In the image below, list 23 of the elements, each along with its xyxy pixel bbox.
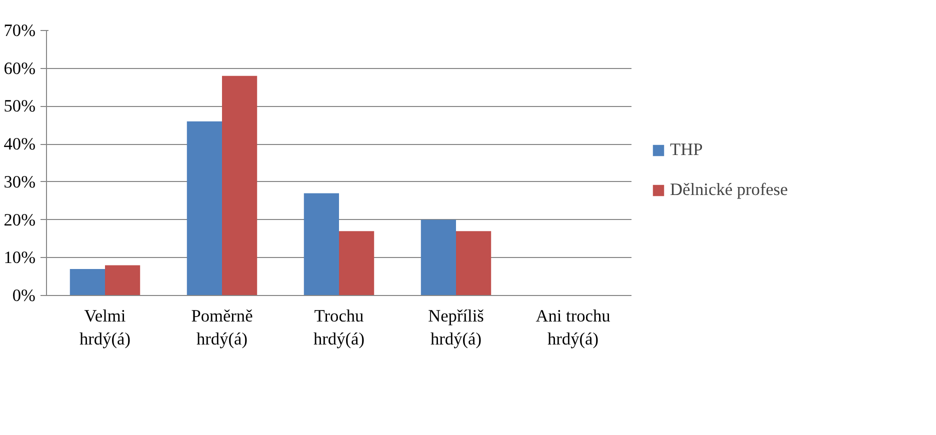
x-tick-label: Velmi hrdý(á) bbox=[80, 306, 131, 348]
y-tick-label: 30% bbox=[4, 172, 36, 192]
bar bbox=[456, 231, 492, 296]
bar bbox=[186, 121, 222, 296]
y-tick-label: 20% bbox=[4, 210, 36, 230]
y-tick-label: 60% bbox=[4, 58, 36, 78]
y-tick-label: 50% bbox=[4, 96, 36, 116]
y-tick-label: 10% bbox=[4, 248, 36, 268]
x-tick-label: Poměrně hrdý(á) bbox=[191, 306, 254, 348]
legend-label: THP bbox=[670, 140, 703, 160]
bar bbox=[420, 220, 456, 296]
bar bbox=[105, 265, 140, 296]
x-tick-label: Ani trochu hrdý(á) bbox=[536, 306, 611, 348]
y-tick-label: 40% bbox=[4, 134, 36, 154]
y-tick-label: 70% bbox=[4, 21, 36, 40]
x-tick-label: Trochu hrdý(á) bbox=[314, 306, 365, 348]
bar bbox=[304, 193, 339, 296]
y-tick-label: 0% bbox=[12, 286, 36, 305]
bar bbox=[339, 231, 374, 296]
legend-label: Dělnické profese bbox=[670, 180, 788, 200]
bar bbox=[70, 269, 105, 296]
x-tick-label: Nepříliš hrdý(á) bbox=[428, 306, 484, 348]
bar bbox=[222, 76, 258, 296]
